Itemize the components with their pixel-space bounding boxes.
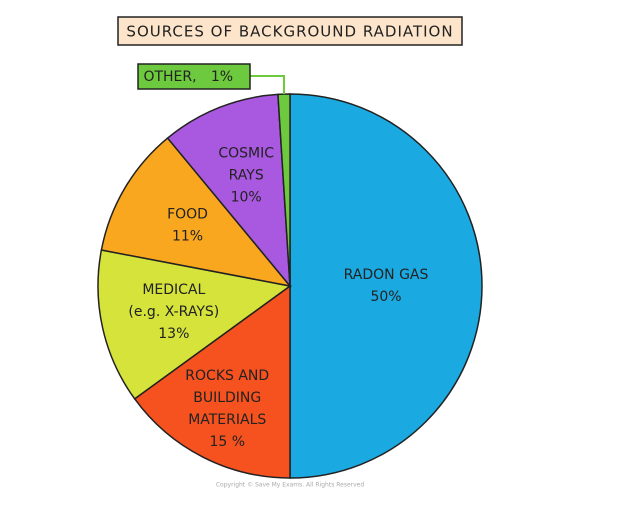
title-box bbox=[117, 16, 463, 46]
slice-label: OTHER, bbox=[143, 69, 196, 85]
value-label: 11% bbox=[172, 228, 203, 244]
pie-slice bbox=[166, 93, 291, 289]
slice-label: FOOD bbox=[167, 206, 208, 222]
slice-label: ROCKS AND bbox=[185, 368, 269, 384]
pie-slice bbox=[289, 93, 483, 479]
pie-slice bbox=[133, 284, 291, 479]
chart-title: SOURCES OF BACKGROUND RADIATION bbox=[126, 23, 453, 41]
value-label: 15 % bbox=[209, 434, 245, 450]
label-box bbox=[137, 63, 251, 90]
value-label: 13% bbox=[158, 326, 189, 342]
pie-slice bbox=[97, 249, 292, 400]
slice-label: BUILDING bbox=[193, 390, 261, 406]
slice-label: COSMIC bbox=[218, 145, 274, 161]
pie-slice bbox=[100, 137, 292, 288]
copyright: Copyright © Save My Exams. All Rights Re… bbox=[216, 482, 365, 489]
slice-label: RAYS bbox=[229, 167, 264, 183]
slice-label: (e.g. X-RAYS) bbox=[128, 304, 219, 320]
slice-label: MEDICAL bbox=[142, 282, 205, 298]
leader-line bbox=[250, 75, 285, 95]
slice-label: RADON GAS bbox=[344, 267, 429, 283]
pie-slice bbox=[277, 93, 291, 287]
value-label: 1% bbox=[211, 69, 233, 85]
value-label: 10% bbox=[231, 189, 262, 205]
value-label: 50% bbox=[370, 289, 401, 305]
slice-label: MATERIALS bbox=[188, 412, 266, 428]
